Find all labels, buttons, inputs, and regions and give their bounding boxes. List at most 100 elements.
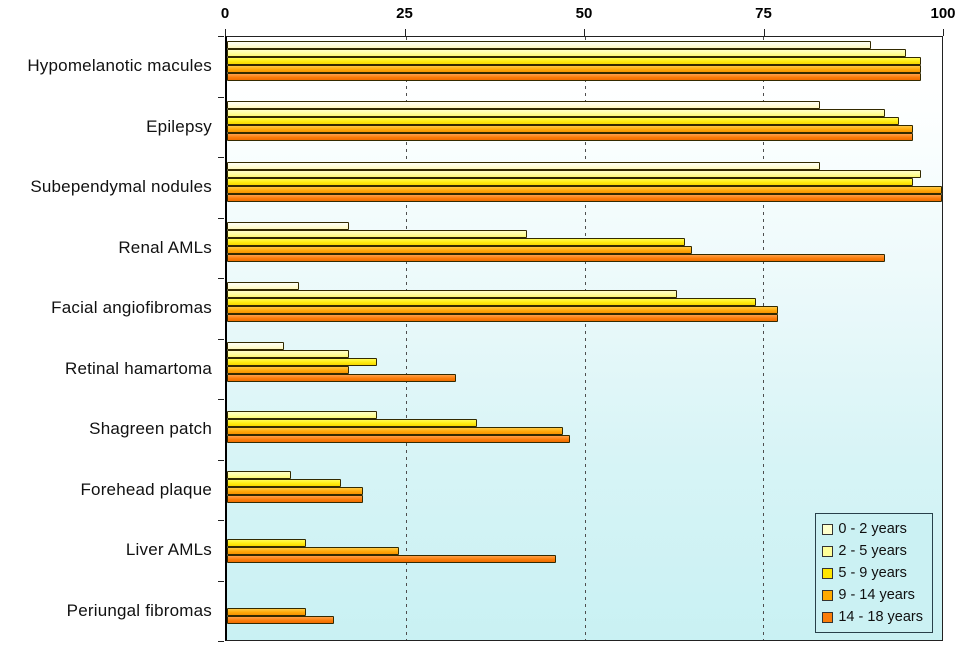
bar	[227, 358, 378, 367]
bar-group	[227, 158, 942, 218]
bar	[227, 65, 921, 73]
bar	[227, 49, 907, 57]
bar	[227, 374, 456, 383]
bar	[227, 539, 306, 548]
legend-label: 5 - 9 years	[838, 565, 907, 581]
bar	[227, 101, 821, 110]
legend-item: 2 - 5 years	[822, 540, 923, 562]
legend-item: 14 - 18 years	[822, 606, 923, 628]
bar-group	[227, 338, 942, 398]
bar-group	[227, 97, 942, 157]
bar	[227, 109, 885, 118]
bar	[227, 290, 678, 299]
bar	[227, 350, 349, 359]
bar	[227, 306, 778, 315]
x-tick-mark	[225, 29, 226, 36]
category-label: Hypomelanotic macules	[27, 56, 212, 76]
legend-swatch	[822, 523, 834, 535]
gridline	[584, 37, 586, 640]
bar	[227, 547, 399, 556]
category-label: Renal AMLs	[118, 237, 212, 257]
gridline	[405, 37, 407, 640]
bar	[227, 117, 900, 126]
y-tick-mark	[218, 217, 224, 219]
bar	[227, 229, 528, 238]
bar	[227, 125, 914, 134]
gridline	[763, 37, 765, 640]
legend-label: 0 - 2 years	[838, 521, 907, 537]
bar	[227, 193, 942, 202]
category-label: Periungal fibromas	[66, 600, 212, 620]
y-tick-mark	[218, 399, 224, 400]
bar	[227, 366, 349, 375]
bar	[227, 177, 914, 186]
bar	[227, 479, 342, 488]
y-tick-mark	[218, 520, 224, 521]
x-tick-mark	[943, 29, 944, 36]
category-label: Subependymal nodules	[30, 177, 212, 197]
legend-swatch	[822, 589, 834, 601]
legend-item: 9 - 14 years	[822, 584, 923, 606]
x-tick-label: 100	[930, 5, 956, 22]
bar	[227, 615, 335, 624]
category-label: Shagreen patch	[89, 419, 212, 439]
bar	[227, 253, 885, 262]
x-tick-label: 50	[575, 5, 593, 22]
category-label: Epilepsy	[146, 116, 212, 136]
x-tick-mark	[763, 29, 765, 36]
y-tick-mark	[218, 338, 224, 340]
bar	[227, 314, 778, 323]
bar	[227, 434, 571, 443]
category-label: Retinal hamartoma	[64, 358, 212, 378]
x-tick-label: 75	[755, 5, 772, 22]
bar	[227, 73, 921, 81]
bar	[227, 282, 299, 291]
x-tick-label: 0	[220, 5, 230, 22]
legend-item: 0 - 2 years	[822, 518, 923, 540]
bar	[227, 41, 871, 49]
legend-label: 9 - 14 years	[838, 587, 915, 603]
legend-item: 5 - 9 years	[822, 562, 923, 584]
legend-label: 14 - 18 years	[838, 609, 923, 625]
bar	[227, 298, 757, 307]
x-tick-mark	[404, 29, 406, 36]
legend-swatch	[822, 545, 834, 557]
legend-swatch	[822, 567, 834, 579]
category-label: Facial angiofibromas	[51, 298, 212, 318]
y-tick-mark	[218, 580, 224, 582]
bar	[227, 133, 914, 142]
y-tick-mark	[218, 96, 224, 98]
bar	[227, 237, 685, 246]
bar-group	[227, 278, 942, 338]
bar-group	[227, 37, 942, 97]
x-tick-mark	[584, 29, 585, 36]
bar-group	[227, 580, 942, 640]
bar-group	[227, 399, 942, 459]
bar	[227, 418, 478, 427]
bar	[227, 185, 942, 194]
bar	[227, 495, 363, 504]
bar	[227, 245, 692, 254]
y-tick-mark	[218, 157, 224, 158]
bar	[227, 161, 821, 170]
bar	[227, 342, 285, 351]
bar-group	[227, 459, 942, 519]
bar-group	[227, 218, 942, 278]
y-tick-mark	[218, 36, 224, 37]
bar	[227, 555, 556, 564]
legend-swatch	[822, 611, 834, 623]
bar	[227, 471, 292, 480]
bar-groups	[227, 37, 942, 640]
category-label: Liver AMLs	[125, 540, 212, 560]
bar-group	[227, 519, 942, 579]
bar	[227, 426, 564, 435]
bar	[227, 607, 306, 616]
y-tick-mark	[218, 459, 224, 461]
bar	[227, 57, 921, 65]
plot-area: 0 - 2 years 2 - 5 years 5 - 9 years 9 - 14 …	[225, 36, 943, 641]
x-tick-label: 25	[396, 5, 413, 22]
bar	[227, 487, 363, 496]
y-tick-mark	[218, 641, 224, 642]
legend: 0 - 2 years 2 - 5 years 5 - 9 years 9 - 14 …	[815, 513, 933, 633]
legend-label: 2 - 5 years	[838, 543, 907, 559]
